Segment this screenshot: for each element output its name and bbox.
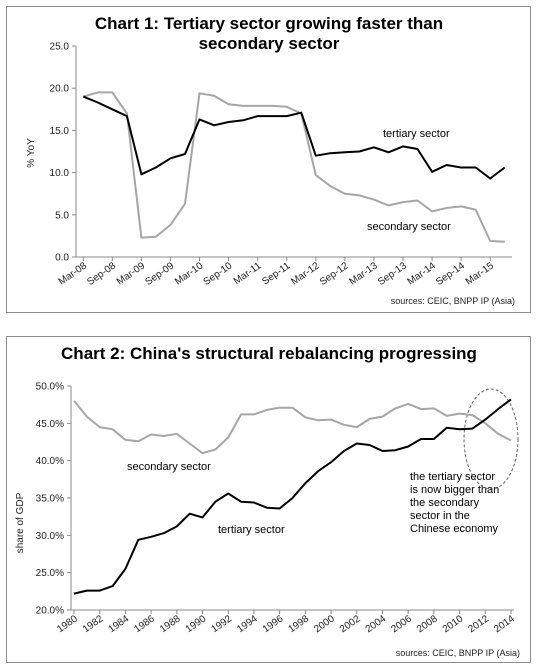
- chart-2-x-tick-label: 1988: [158, 613, 183, 635]
- chart-2-x-tick-label: 2008: [415, 613, 440, 635]
- chart-2-y-tick-label: 45.0%: [36, 419, 64, 430]
- chart-1-y-tick-label: 15.0: [50, 126, 70, 137]
- chart-1-tertiary-label: tertiary sector: [383, 128, 450, 140]
- chart-1-x-tick-label: Mar-14: [406, 260, 439, 287]
- chart-2-tertiary-label: tertiary sector: [218, 524, 285, 536]
- chart-2-x-tick-label: 1998: [287, 613, 312, 635]
- chart-1-x-tick-label: Mar-15: [464, 260, 497, 287]
- chart-2-y-tick-label: 25.0%: [36, 568, 64, 579]
- chart-2-x-tick-label: 2000: [312, 613, 337, 635]
- chart-1-x-tick-label: Sep-08: [85, 260, 118, 288]
- chart-2-x-tick-label: 2012: [466, 613, 491, 635]
- chart-1-x-tick-label: Mar-13: [347, 260, 380, 287]
- chart-2-note-line-4: sector in the: [410, 510, 470, 522]
- chart-1-x-tick-label: Mar-09: [115, 260, 148, 287]
- chart-2-highlight-ellipse: [463, 388, 519, 490]
- chart-2-svg: Chart 2: China's structural rebalancing …: [15, 344, 520, 658]
- chart-1-x-tick-label: Mar-11: [232, 260, 264, 287]
- chart-2-x-tick-label: 2014: [492, 613, 517, 635]
- chart-1-source: sources: CEIC, BNPP IP (Asia): [391, 296, 515, 306]
- chart-2-x-tick-label: 2002: [338, 613, 363, 635]
- chart-2-note-line-1: the tertiary sector: [410, 471, 495, 483]
- chart-1-title-line-2: secondary sector: [199, 34, 340, 53]
- chart-2-tertiary-line: [73, 398, 512, 595]
- chart-1-y-tick-label: 10.0: [50, 168, 70, 179]
- chart-1-secondary-label: secondary sector: [367, 221, 451, 233]
- chart-2-x-tick-label: 2006: [389, 613, 414, 635]
- chart-1-x-tick-label: Mar-12: [289, 260, 322, 287]
- chart-1-panel: Chart 1: Tertiary sector growing faster …: [6, 6, 531, 313]
- chart-2-y-axis-label: share of GDP: [15, 492, 26, 553]
- chart-2-note: the tertiary sector is now bigger than t…: [410, 471, 499, 535]
- chart-2-x-tick-label: 2004: [364, 613, 389, 635]
- chart-1-x-tick-label: Mar-10: [173, 260, 206, 287]
- chart-1-tertiary-line: [82, 95, 506, 180]
- chart-2-secondary-label: secondary sector: [127, 461, 211, 473]
- chart-2-note-line-2: is now bigger than: [410, 484, 499, 496]
- chart-2-y-tick-label: 40.0%: [36, 456, 64, 467]
- chart-1-x-tick-label: Sep-11: [260, 260, 292, 287]
- chart-2-title: Chart 2: China's structural rebalancing …: [61, 344, 477, 363]
- chart-2-note-line-5: Chinese economy: [410, 523, 499, 535]
- chart-1-plot-area: 0.0 5.0 10.0 15.0 20.0 25.0 Mar-08Sep-08Mar-09…: [50, 42, 512, 288]
- chart-2-x-tick-label: 1982: [81, 613, 106, 635]
- chart-1-secondary-line: [83, 91, 505, 243]
- chart-2-y-tick-label: 20.0%: [36, 606, 64, 617]
- chart-2-y-tick-label: 35.0%: [36, 494, 64, 505]
- chart-1-x-tick-label: Mar-08: [57, 260, 90, 287]
- chart-2-y-tick-label: 50.0%: [36, 382, 64, 393]
- chart-2-x-tick-label: 1980: [55, 613, 80, 635]
- chart-1-y-tick-label: 25.0: [50, 42, 70, 53]
- chart-2-x-tick-label: 1996: [261, 613, 286, 635]
- chart-2-x-tick-label: 2010: [441, 613, 466, 635]
- chart-1-svg: Chart 1: Tertiary sector growing faster …: [26, 14, 515, 306]
- chart-2-note-line-3: the secondary: [410, 497, 480, 509]
- chart-2-x-tick-label: 1992: [209, 613, 234, 635]
- chart-2-panel: Chart 2: China's structural rebalancing …: [6, 336, 531, 663]
- chart-1-x-tick-label: Sep-12: [318, 260, 351, 288]
- chart-2-y-tick-label: 30.0%: [36, 531, 64, 542]
- chart-1-y-tick-label: 0.0: [55, 253, 69, 264]
- chart-2-x-tick-label: 1994: [235, 613, 260, 635]
- chart-2-source: sources: CEIC, BNPP IP (Asia): [396, 648, 520, 658]
- chart-2-x-tick-label: 1990: [184, 613, 209, 635]
- chart-2-x-tick-label: 1986: [132, 613, 157, 635]
- chart-1-y-tick-label: 20.0: [50, 84, 70, 95]
- chart-1-x-tick-label: Sep-13: [376, 260, 409, 288]
- chart-1-y-tick-label: 5.0: [55, 210, 69, 221]
- chart-2-x-tick-label: 1984: [107, 613, 132, 635]
- chart-1-x-tick-label: Sep-14: [434, 260, 467, 288]
- chart-1-title-line-1: Chart 1: Tertiary sector growing faster …: [95, 14, 443, 33]
- chart-1-x-tick-label: Sep-09: [143, 260, 176, 288]
- chart-1-y-axis-label: % YoY: [26, 138, 37, 168]
- chart-1-x-tick-label: Sep-10: [202, 260, 235, 288]
- chart-2-secondary-line: [73, 400, 512, 455]
